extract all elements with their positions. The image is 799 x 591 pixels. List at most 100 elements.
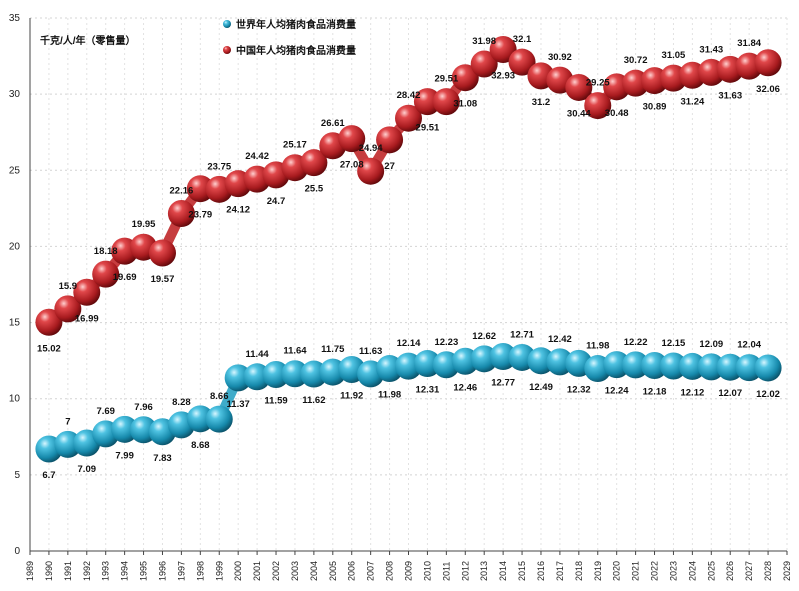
world-data-label-1992: 7.09	[78, 464, 97, 475]
china-data-label-2023: 31.05	[662, 50, 686, 61]
series-china	[35, 36, 782, 336]
china-data-label-2027: 31.84	[737, 38, 761, 49]
x-tick-label-14: 2003	[290, 561, 300, 581]
world-data-label-2017: 12.42	[548, 334, 572, 345]
data-labels-china: 15.02 15.9 16.99 18.18 19.69 19.95 19.57 22.16 2…	[37, 34, 780, 354]
legend-marker-0	[223, 20, 231, 28]
china-data-label-1996: 19.57	[151, 274, 175, 285]
china-data-label-2025: 31.43	[699, 44, 723, 55]
world-data-label-2021: 12.22	[624, 337, 648, 348]
x-tick-label-2: 1991	[63, 561, 73, 581]
legend-marker-1	[223, 46, 231, 54]
china-data-label-2014: 32.93	[491, 71, 515, 82]
world-data-label-2004: 11.62	[302, 395, 325, 406]
china-data-label-2009: 28.42	[397, 90, 421, 101]
world-data-label-2006: 11.92	[340, 390, 363, 401]
world-data-label-2010: 12.31	[416, 385, 440, 396]
world-point-2020	[603, 351, 631, 379]
china-data-label-2001: 24.42	[245, 151, 269, 162]
world-data-label-2020: 12.24	[605, 386, 629, 397]
world-data-label-2028: 12.02	[756, 389, 780, 400]
x-tick-label-15: 2004	[309, 561, 319, 581]
world-point-2021	[622, 351, 650, 379]
world-data-label-2000: 11.37	[227, 399, 250, 410]
china-point-2009	[395, 104, 422, 132]
china-point-1992	[73, 278, 101, 306]
y-tick-label-7: 35	[9, 13, 21, 24]
china-point-1990	[35, 308, 63, 336]
china-data-label-2024: 31.24	[680, 96, 704, 107]
world-data-label-2016: 12.49	[529, 382, 553, 393]
china-data-label-2013: 31.98	[472, 36, 496, 47]
world-point-1994	[111, 415, 139, 443]
world-data-label-1993: 7.69	[96, 406, 115, 417]
china-data-label-1993: 18.18	[94, 246, 118, 257]
world-data-label-2019: 11.98	[586, 341, 609, 352]
china-data-label-1999: 23.75	[207, 161, 231, 172]
world-data-label-1990: 6.7	[42, 470, 55, 481]
china-data-label-1997: 22.16	[170, 186, 194, 197]
x-tick-label-31: 2020	[612, 561, 622, 581]
china-point-2008	[376, 126, 404, 154]
x-tick-label-23: 2012	[460, 561, 470, 581]
world-data-label-1995: 7.96	[134, 402, 153, 413]
x-tick-label-11: 2000	[233, 561, 243, 581]
y-tick-label-5: 25	[9, 165, 21, 176]
china-data-label-2008: 27	[384, 161, 395, 172]
world-point-2014	[489, 343, 517, 371]
y-tick-label-4: 20	[9, 241, 21, 252]
world-data-label-2024: 12.12	[680, 387, 704, 398]
china-data-label-2004: 25.5	[305, 184, 324, 195]
world-data-label-2013: 12.62	[472, 331, 496, 342]
china-data-label-1991: 15.9	[59, 281, 78, 292]
world-data-label-1997: 8.28	[172, 397, 191, 408]
china-data-label-2011: 29.51	[434, 74, 458, 85]
legend-label-0: 世界年人均猪肉食品消费量	[236, 18, 356, 31]
world-data-label-1999: 8.66	[210, 391, 229, 402]
china-data-label-2017: 30.92	[548, 52, 572, 63]
china-data-label-2019: 29.25	[586, 78, 610, 89]
x-tick-label-13: 2002	[271, 561, 281, 581]
x-tick-label-21: 2010	[422, 561, 432, 581]
china-data-label-2022: 30.89	[643, 102, 667, 113]
x-tick-label-28: 2017	[555, 561, 565, 581]
china-data-label-1990: 15.02	[37, 343, 61, 354]
china-point-2014	[489, 36, 517, 64]
x-tick-label-18: 2007	[366, 561, 376, 581]
x-tick-label-35: 2024	[687, 561, 697, 581]
world-point-2024	[678, 352, 706, 380]
x-tick-label-17: 2006	[347, 561, 357, 581]
china-point-2013	[470, 50, 498, 78]
china-data-label-2007: 24.94	[359, 143, 383, 154]
world-point-1999	[205, 405, 233, 433]
china-data-label-2016: 31.2	[532, 97, 551, 108]
world-point-2026	[716, 353, 744, 381]
x-tick-label-10: 1999	[214, 561, 224, 581]
y-tick-label-6: 30	[9, 89, 21, 100]
world-data-label-2007: 11.63	[359, 346, 382, 357]
world-data-label-2023: 12.15	[662, 338, 686, 349]
world-data-label-1991: 7	[65, 416, 70, 427]
x-tick-label-20: 2009	[404, 561, 414, 581]
china-point-2018	[565, 73, 593, 101]
x-tick-label-7: 1996	[157, 561, 167, 581]
x-tick-label-39: 2028	[763, 561, 773, 581]
china-point-2006	[338, 125, 366, 153]
world-point-2023	[659, 352, 687, 380]
world-data-label-2008: 11.98	[378, 390, 401, 401]
world-data-label-2005: 11.75	[321, 344, 345, 355]
world-data-label-2001: 11.44	[245, 349, 269, 360]
x-tick-label-3: 1992	[82, 561, 92, 581]
x-tick-label-5: 1994	[120, 561, 130, 581]
china-data-label-2003: 25.17	[283, 140, 307, 151]
world-data-label-2022: 12.18	[643, 387, 667, 398]
x-tick-label-40: 2029	[782, 561, 792, 581]
china-point-1998	[186, 175, 214, 203]
china-data-label-1995: 19.95	[132, 219, 156, 230]
china-data-label-2018: 30.44	[567, 108, 591, 119]
x-tick-label-33: 2022	[650, 561, 660, 581]
world-data-label-2018: 12.32	[567, 384, 591, 395]
china-point-2004	[300, 149, 328, 177]
